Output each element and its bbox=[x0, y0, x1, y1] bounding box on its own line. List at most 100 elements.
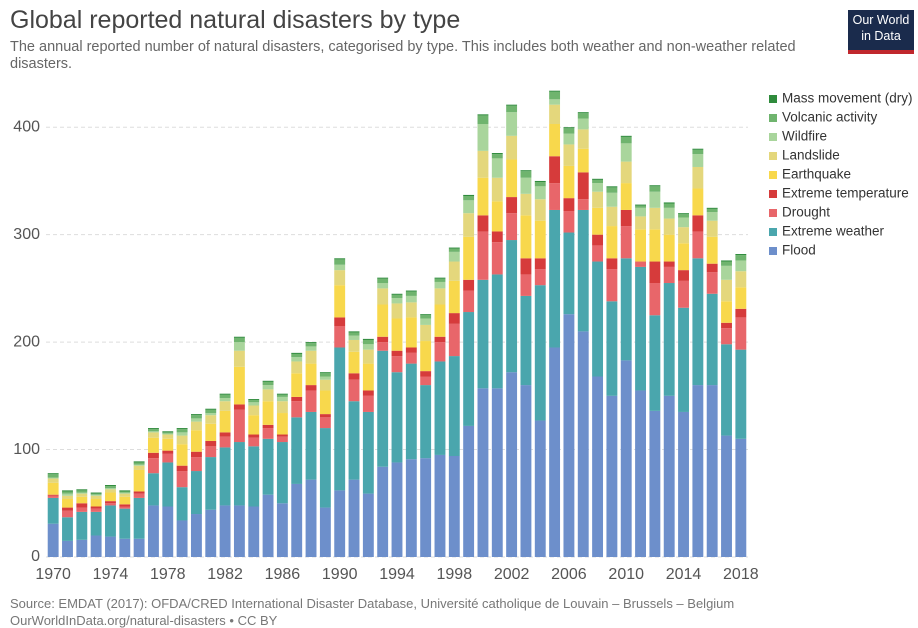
bar-segment bbox=[177, 432, 188, 435]
legend-swatch bbox=[769, 190, 777, 198]
bar-segment bbox=[205, 424, 216, 441]
legend-swatch bbox=[769, 133, 777, 141]
bar-segment bbox=[48, 496, 59, 498]
bar-segment bbox=[621, 226, 632, 258]
bar-segment bbox=[463, 280, 474, 291]
bar-segment bbox=[478, 151, 489, 178]
bar-segment bbox=[478, 124, 489, 151]
bar-segment bbox=[463, 291, 474, 312]
bar-segment bbox=[220, 447, 231, 505]
bar-segment bbox=[349, 336, 360, 340]
bar-segment bbox=[334, 258, 345, 259]
y-tick-label: 400 bbox=[13, 118, 40, 135]
bar-segment bbox=[420, 376, 431, 385]
bar-segment bbox=[91, 512, 102, 536]
legend-label: Landslide bbox=[782, 148, 840, 163]
bar-segment bbox=[291, 373, 302, 397]
bar-segment bbox=[320, 373, 331, 376]
legend-label: Earthquake bbox=[782, 167, 851, 182]
bar-segment bbox=[520, 178, 531, 194]
bar-segment bbox=[177, 444, 188, 465]
bar-segment bbox=[692, 154, 703, 167]
bar-segment bbox=[420, 458, 431, 557]
bar-segment bbox=[363, 344, 374, 349]
bar-segment bbox=[277, 435, 288, 437]
bar-segment bbox=[435, 337, 446, 342]
bar-segment bbox=[191, 471, 202, 514]
bar-segment bbox=[277, 397, 288, 401]
bar-segment bbox=[707, 385, 718, 557]
bar-segment bbox=[263, 425, 274, 428]
bar-segment bbox=[692, 215, 703, 231]
bar-segment bbox=[664, 204, 675, 208]
bar-segment bbox=[162, 435, 173, 439]
x-tick-label: 2014 bbox=[666, 566, 702, 583]
bar-segment bbox=[635, 229, 646, 261]
bar-segment bbox=[263, 428, 274, 439]
legend-swatch bbox=[769, 209, 777, 217]
bar-segment bbox=[678, 217, 689, 227]
bar-segment bbox=[563, 134, 574, 145]
bar-segment bbox=[406, 291, 417, 292]
bar-segment bbox=[563, 128, 574, 133]
x-tick-label: 1974 bbox=[93, 566, 129, 583]
x-tick-label: 1986 bbox=[265, 566, 301, 583]
bar-segment bbox=[91, 495, 102, 496]
bar-segment bbox=[506, 105, 517, 106]
bar-segment bbox=[563, 314, 574, 557]
bar-segment bbox=[478, 115, 489, 124]
bar-segment bbox=[277, 442, 288, 503]
bar-segment bbox=[478, 280, 489, 389]
bar-segment bbox=[435, 288, 446, 304]
bar-segment bbox=[177, 429, 188, 432]
bar-segment bbox=[291, 401, 302, 417]
bar-segment bbox=[721, 280, 732, 301]
bar-segment bbox=[248, 435, 259, 438]
bar-segment bbox=[649, 315, 660, 411]
bar-segment bbox=[435, 278, 446, 279]
bar-segment bbox=[621, 137, 632, 143]
bar-segment bbox=[449, 324, 460, 356]
y-tick-label: 100 bbox=[13, 441, 40, 458]
legend-label: Extreme weather bbox=[782, 224, 885, 239]
bar-segment bbox=[220, 437, 231, 448]
bar-segment bbox=[707, 294, 718, 385]
bar-segment bbox=[48, 474, 59, 477]
bar-segment bbox=[234, 342, 245, 351]
bar-segment bbox=[62, 494, 73, 496]
bar-segment bbox=[119, 504, 130, 506]
bar-segment bbox=[678, 281, 689, 308]
bar-segment bbox=[291, 353, 302, 354]
bar-segment bbox=[148, 473, 159, 505]
bar-segment bbox=[191, 430, 202, 451]
bar-segment bbox=[248, 399, 259, 400]
bar-segment bbox=[621, 360, 632, 557]
bar-segment bbox=[592, 180, 603, 183]
bar-segment bbox=[277, 413, 288, 434]
bar-segment bbox=[191, 457, 202, 471]
legend-label: Mass movement (dry) bbox=[782, 91, 913, 106]
bar-segment bbox=[363, 390, 374, 395]
bar-segment bbox=[563, 198, 574, 211]
bar-segment bbox=[478, 215, 489, 231]
bar-segment bbox=[220, 398, 231, 401]
bar-segment bbox=[721, 344, 732, 435]
bar-segment bbox=[649, 262, 660, 283]
bar-segment bbox=[177, 520, 188, 557]
bar-segment bbox=[492, 242, 503, 274]
bar-segment bbox=[76, 503, 87, 507]
bar-segment bbox=[492, 274, 503, 388]
bar-segment bbox=[205, 446, 216, 457]
bar-segment bbox=[91, 493, 102, 494]
bar-segment bbox=[520, 258, 531, 274]
bar-segment bbox=[592, 183, 603, 192]
bar-segment bbox=[377, 288, 388, 304]
bar-segment bbox=[449, 356, 460, 456]
bar-segment bbox=[349, 373, 360, 379]
bar-segment bbox=[334, 347, 345, 490]
bar-segment bbox=[162, 433, 173, 434]
bar-segment bbox=[449, 313, 460, 324]
bar-segment bbox=[334, 285, 345, 317]
bar-segment bbox=[234, 404, 245, 409]
legend-label: Drought bbox=[782, 205, 830, 220]
